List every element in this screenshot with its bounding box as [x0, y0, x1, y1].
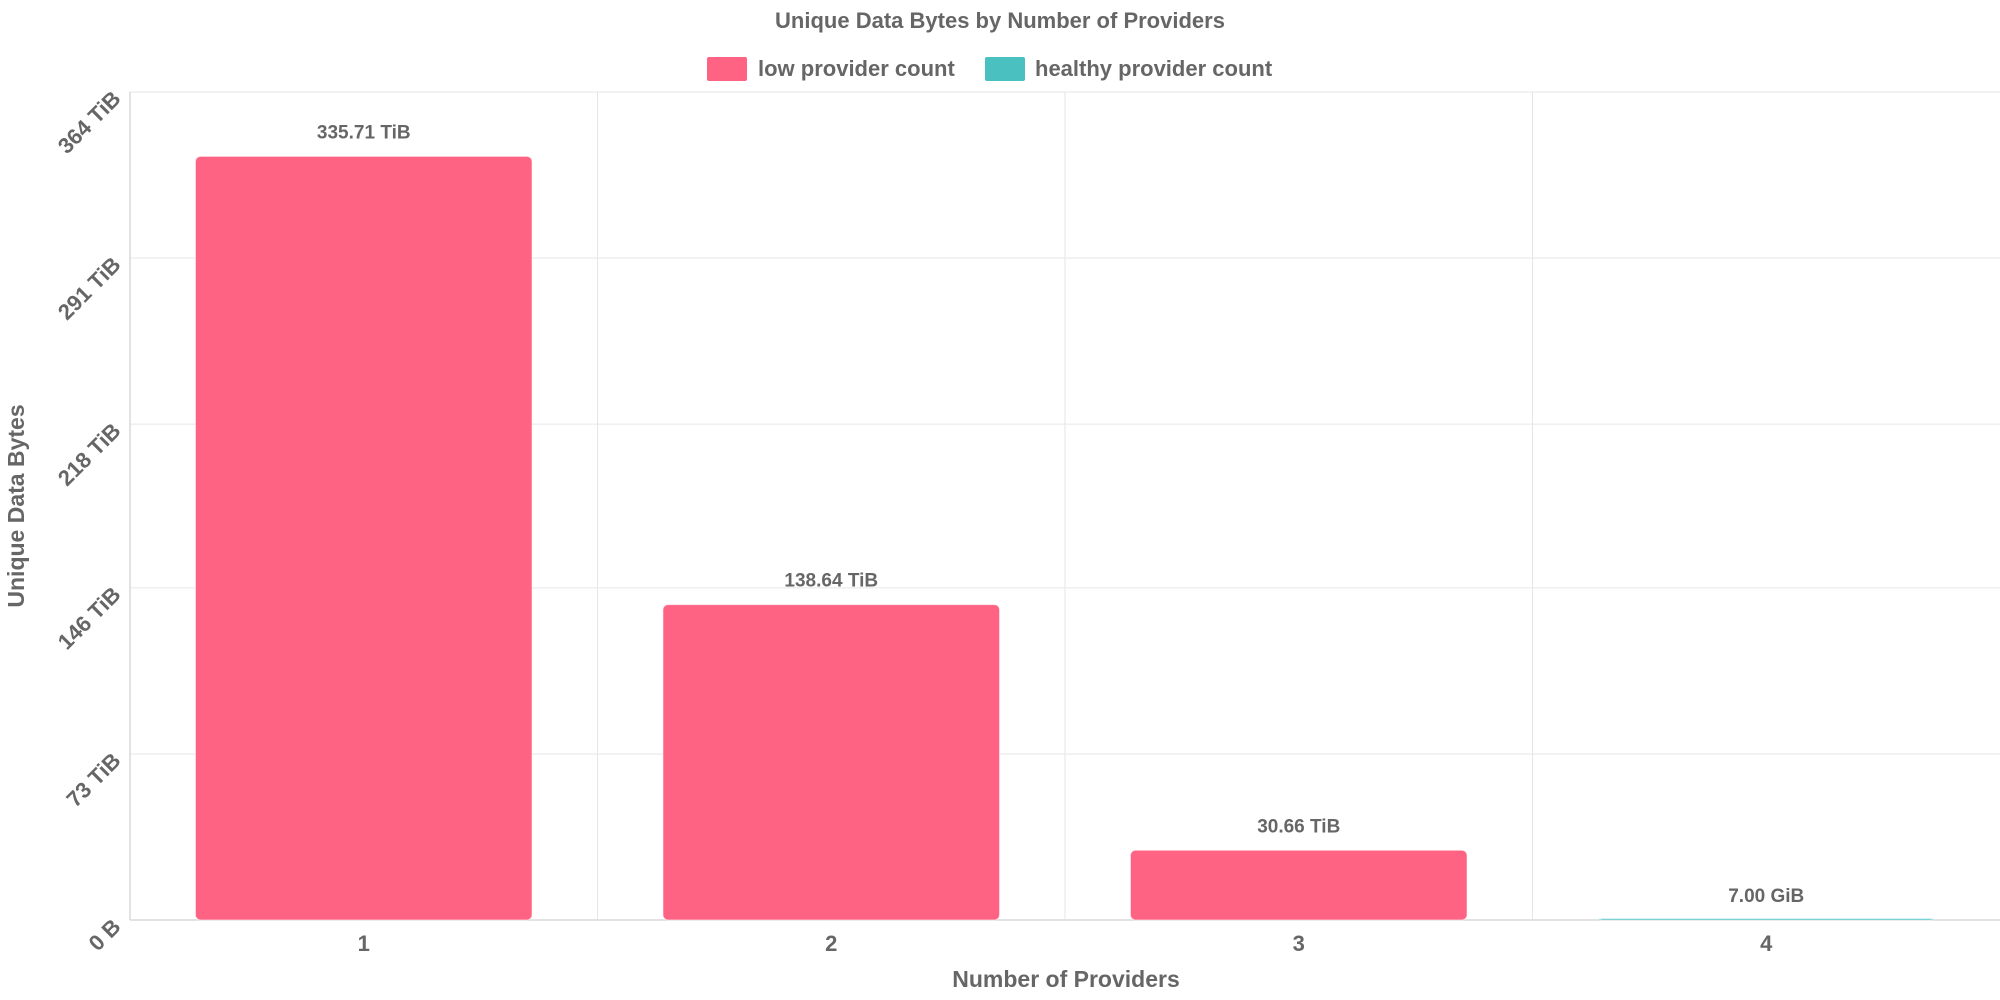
y-tick-label: 146 TiB — [53, 582, 126, 655]
x-tick-label: 3 — [1293, 931, 1305, 956]
legend-label-healthy-provider-count[interactable]: healthy provider count — [1035, 56, 1273, 81]
bar-low-provider-count-category-3 — [1129, 849, 1468, 921]
bar-healthy-provider-count-category-4 — [1597, 918, 1936, 921]
bar-low-provider-count-category-2 — [662, 604, 1001, 921]
legend-swatch-healthy-provider-count[interactable] — [985, 57, 1025, 81]
legend-swatch-low-provider-count[interactable] — [707, 57, 747, 81]
bars — [194, 155, 1936, 921]
y-axis-title: Unique Data Bytes — [3, 404, 29, 607]
legend: low provider count healthy provider count — [707, 56, 1273, 81]
bar-data-label: 7.00 GiB — [1728, 886, 1804, 907]
y-tick-label: 73 TiB — [61, 748, 125, 812]
legend-label-low-provider-count[interactable]: low provider count — [758, 56, 955, 81]
x-tick-label: 2 — [825, 931, 837, 956]
bar-low-provider-count-category-1 — [194, 155, 533, 921]
x-tick-label: 4 — [1760, 931, 1773, 956]
y-tick-label: 291 TiB — [53, 252, 126, 325]
bar-data-label: 138.64 TiB — [784, 571, 878, 592]
bar-data-label: 30.66 TiB — [1257, 816, 1340, 837]
y-tick-label: 0 B — [84, 914, 126, 956]
x-axis-title: Number of Providers — [952, 966, 1180, 992]
bar-data-label: 335.71 TiB — [317, 122, 411, 143]
x-axis-ticks: 1 2 3 4 — [358, 931, 1774, 956]
y-tick-label: 218 TiB — [53, 418, 126, 491]
data-labels: 335.71 TiB 138.64 TiB 30.66 TiB 7.00 GiB — [317, 122, 1804, 907]
y-axis-ticks: 0 B 73 TiB 146 TiB 218 TiB 291 TiB 364 TiB — [53, 86, 126, 956]
y-tick-label: 364 TiB — [53, 86, 126, 159]
chart-title: Unique Data Bytes by Number of Providers — [775, 8, 1225, 33]
x-tick-label: 1 — [358, 931, 370, 956]
